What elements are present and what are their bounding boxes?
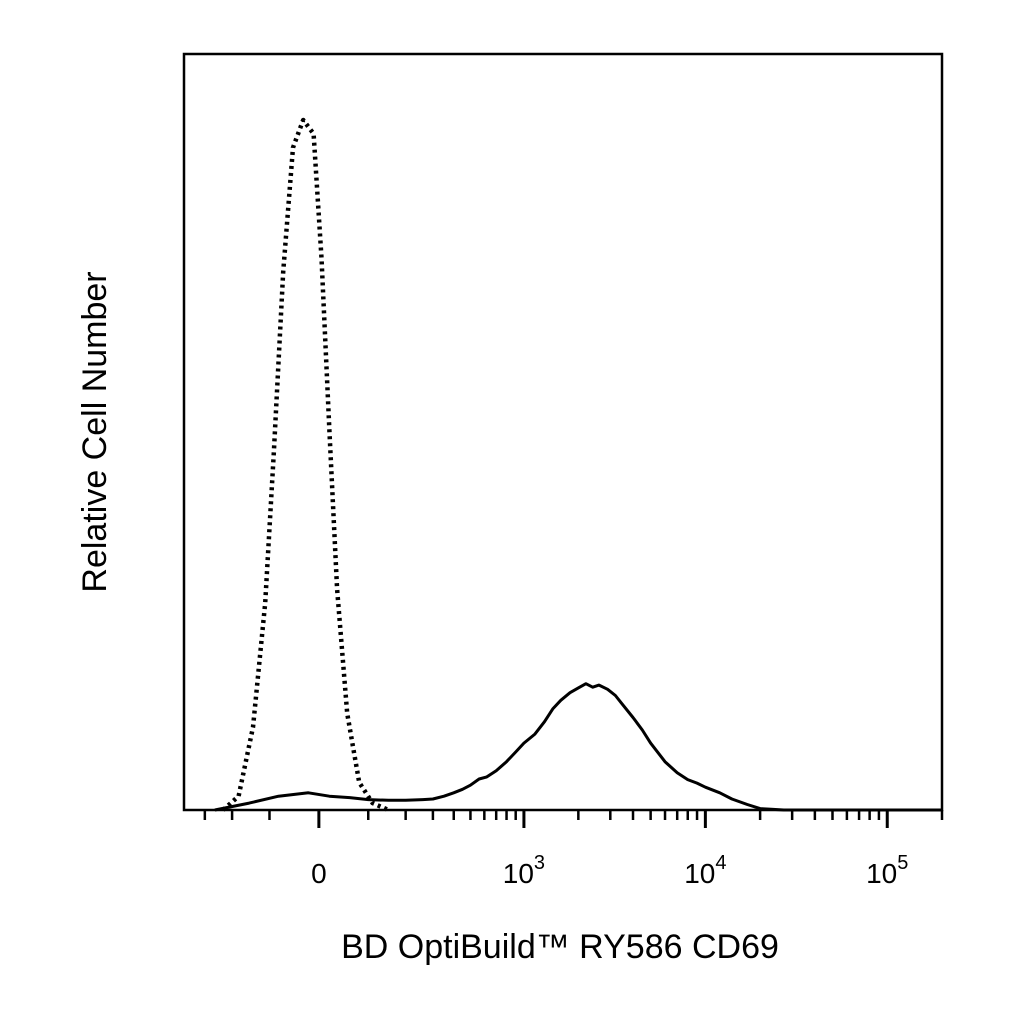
y-axis-label: Relative Cell Number (76, 271, 114, 592)
cd69-stained-curve (214, 682, 942, 812)
x-axis-tick-labels: 0 103 104 105 (311, 852, 908, 889)
plot-frame (182, 52, 944, 812)
x-tick-label: 103 (503, 852, 545, 889)
x-tick-label: 105 (866, 852, 908, 889)
isotype-control-curve (221, 117, 390, 813)
x-tick-label: 104 (684, 852, 726, 889)
series-group (214, 117, 942, 813)
x-axis-ticks (203, 810, 944, 828)
x-tick-label: 0 (311, 858, 327, 889)
x-axis-label: BD OptiBuild™ RY586 CD69 (341, 928, 779, 966)
